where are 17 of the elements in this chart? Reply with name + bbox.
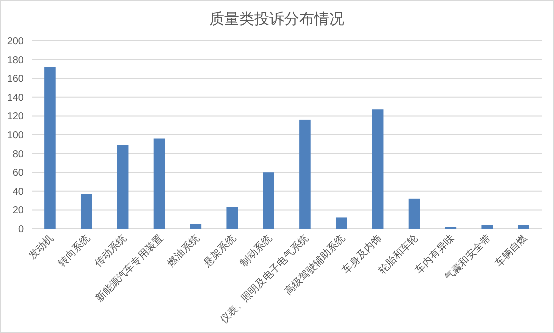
y-tick-label: 0 xyxy=(18,224,24,236)
y-tick-label: 80 xyxy=(12,149,24,160)
y-tick-label: 20 xyxy=(12,206,24,217)
y-tick-label: 100 xyxy=(7,130,24,142)
chart-title: 质量类投诉分布情况 xyxy=(210,11,344,28)
y-tick-label: 60 xyxy=(12,168,24,180)
y-tick-label: 160 xyxy=(7,74,24,86)
y-tick-label: 200 xyxy=(7,36,24,48)
x-tick-label: 悬架系统 xyxy=(201,232,238,270)
x-tick-label: 转向系统 xyxy=(56,232,93,270)
y-tick-label: 140 xyxy=(7,92,24,104)
x-tick-label: 燃油系统 xyxy=(165,232,202,270)
y-tick-label: 120 xyxy=(7,112,24,123)
x-tick-label: 发动机 xyxy=(26,232,56,262)
x-tick-label: 车辆自燃 xyxy=(493,232,530,270)
y-tick-label: 40 xyxy=(12,186,24,198)
y-tick-label: 180 xyxy=(7,55,24,66)
